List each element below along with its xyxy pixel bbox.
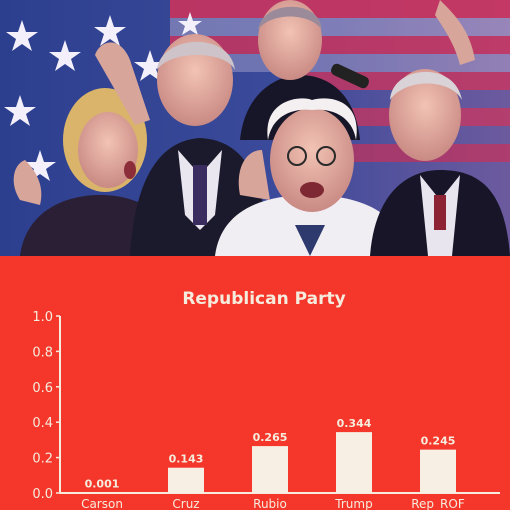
bar-value-label: 0.143 [169,453,204,466]
bar-chart: Republican Party 0.0 0.2 0.4 0.6 0.8 1.0 0.00… [0,256,510,510]
bar-value-label: 0.001 [85,478,120,491]
person-man-right [370,69,510,256]
flag-stars [4,12,202,181]
x-category-label: Rep_ROF [411,497,465,510]
bar-value-label: 0.344 [337,417,372,430]
person-man-glasses-center [215,98,410,256]
x-category-label: Rubio [253,497,287,510]
flag-stripes [170,0,510,162]
chart-title: Republican Party [182,289,345,309]
bar-value-label: 0.265 [253,431,288,444]
y-tick-label: 0.6 [32,381,53,396]
chart-canvas: Republican Party 0.0 0.2 0.4 0.6 0.8 1.0 0.00… [32,289,500,510]
y-tick-label: 0.0 [32,487,53,502]
x-category-label: Cruz [172,497,199,510]
bar-rubio [252,446,288,493]
bar-trump [336,432,372,493]
x-category-label: Carson [81,497,123,510]
bar-value-label: 0.245 [421,435,456,448]
x-category-label: Trump [334,497,372,510]
y-axis: 0.0 0.2 0.4 0.6 0.8 1.0 [32,310,61,502]
bar-carson [84,492,120,493]
politicians-photo-banner [0,0,510,256]
y-tick-label: 0.4 [32,416,53,431]
bars: 0.001 Carson 0.143 Cruz 0.265 Rubio 0.344 Trump… [81,417,465,510]
person-woman-left [13,88,180,256]
politicians-photo [0,0,510,256]
bar-rep-rof [420,449,456,493]
y-tick-label: 1.0 [32,310,53,325]
bar-cruz [168,467,204,493]
y-tick-label: 0.8 [32,345,53,360]
y-tick-label: 0.2 [32,452,53,467]
